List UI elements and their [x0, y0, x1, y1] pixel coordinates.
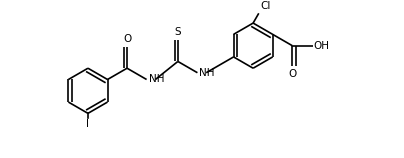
- Text: O: O: [288, 69, 297, 79]
- Text: OH: OH: [314, 41, 330, 51]
- Text: I: I: [86, 119, 89, 129]
- Text: S: S: [175, 27, 181, 37]
- Text: NH: NH: [149, 75, 164, 85]
- Text: O: O: [123, 34, 131, 44]
- Text: NH: NH: [199, 68, 215, 78]
- Text: Cl: Cl: [260, 1, 270, 11]
